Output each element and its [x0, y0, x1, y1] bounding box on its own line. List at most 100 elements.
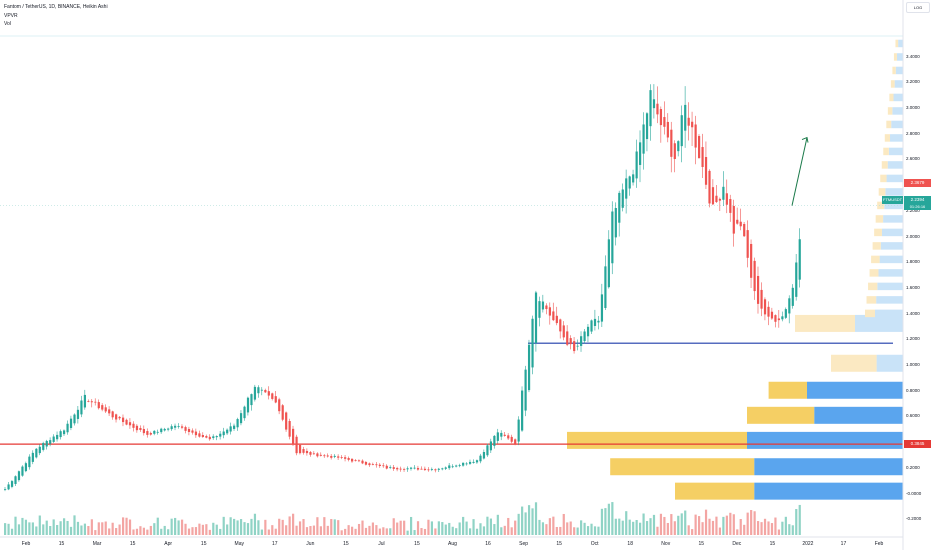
candle-body	[316, 453, 319, 457]
volume-bar	[298, 521, 302, 535]
candle-body	[524, 369, 527, 411]
volume-profile-row	[893, 53, 897, 61]
candle-body	[125, 419, 128, 425]
volume-bar	[239, 519, 243, 535]
candle-body	[128, 422, 132, 426]
candle-body	[614, 208, 617, 238]
indicator-vpvr-label[interactable]: VPVR	[4, 13, 18, 19]
volume-bar	[215, 524, 218, 535]
candle-body	[663, 117, 666, 127]
candle-body	[687, 117, 690, 126]
volume-bar	[777, 529, 781, 535]
volume-profile-down	[831, 354, 877, 372]
volume-bar	[4, 523, 7, 535]
volume-bar	[222, 516, 225, 535]
volume-bar	[593, 526, 597, 535]
volume-profile-row	[872, 242, 881, 250]
volume-bar	[357, 523, 361, 535]
candle-body	[364, 462, 368, 465]
candle-body	[59, 431, 62, 438]
volume-bar	[423, 528, 427, 535]
candle-body	[666, 121, 669, 138]
candle-body	[753, 260, 756, 292]
volume-bar	[607, 503, 610, 535]
last-price-tag: 2.2394	[904, 196, 931, 204]
volume-bar	[590, 523, 593, 535]
volume-bar	[597, 526, 600, 535]
time-tick-label: Dec	[732, 541, 742, 547]
volume-bar	[545, 524, 548, 535]
log-scale-button[interactable]: LOG	[906, 2, 930, 13]
candle-body	[746, 230, 749, 258]
candle-body	[330, 455, 333, 458]
candle-body	[347, 458, 350, 460]
volume-bar	[611, 502, 614, 535]
candle-body	[101, 405, 104, 410]
volume-bar	[680, 513, 683, 535]
volume-profile-row	[895, 39, 899, 48]
volume-profile-up	[807, 381, 903, 399]
candle-body	[66, 423, 69, 433]
volume-bar	[226, 524, 229, 535]
volume-profile-down	[675, 482, 755, 500]
candle-body	[628, 176, 631, 189]
time-tick-label: 17	[272, 541, 278, 547]
volume-bar	[351, 526, 354, 535]
indicator-vol-label[interactable]: Vol	[4, 21, 11, 27]
volume-bar	[586, 526, 590, 535]
volume-profile-row	[889, 93, 894, 102]
candle-body	[593, 318, 597, 326]
volume-bar	[600, 508, 604, 535]
candle-body	[4, 489, 7, 490]
candle-body	[167, 428, 170, 430]
volume-bar	[323, 517, 326, 535]
candle-body	[750, 243, 753, 278]
volume-profile-row	[874, 228, 882, 237]
candle-body	[639, 142, 642, 165]
candle-body	[163, 428, 166, 431]
candle-body	[781, 316, 784, 320]
volume-bar	[486, 516, 489, 535]
candle-body	[38, 446, 41, 454]
time-tick-label: 2022	[802, 541, 814, 547]
candle-body	[652, 99, 656, 109]
volume-bar	[80, 525, 83, 535]
volume-bar	[94, 530, 97, 535]
volume-bar	[302, 519, 305, 535]
time-tick-label: Nov	[661, 541, 671, 547]
volume-bar	[413, 530, 416, 535]
volume-bar	[698, 516, 701, 535]
high-price-tag: 2.3679	[904, 179, 931, 187]
candles	[4, 84, 801, 492]
volume-bar	[253, 513, 257, 535]
candle-body	[73, 414, 76, 424]
candle-body	[396, 468, 399, 470]
volume-bar	[292, 513, 295, 535]
candle-body	[729, 199, 732, 213]
volume-bar	[49, 526, 52, 535]
candle-body	[680, 115, 683, 147]
candle-body	[28, 456, 31, 468]
volume-profile-row	[875, 309, 903, 318]
candle-body	[285, 412, 288, 430]
candle-body	[253, 386, 257, 400]
volume-bar	[278, 518, 281, 535]
price-tick-label: 3.2000	[906, 79, 920, 85]
candle-body	[170, 426, 173, 430]
candle-body	[791, 287, 794, 306]
volume-profile-row	[877, 201, 885, 210]
volume-profile-row	[894, 80, 903, 88]
candle-body	[423, 468, 427, 471]
candle-body	[586, 326, 590, 337]
candle-body	[222, 431, 225, 436]
candle-body	[292, 428, 295, 445]
volume-profile-row	[871, 255, 880, 264]
volume-bar	[701, 522, 704, 535]
volume-bar	[562, 513, 565, 535]
volume-bar	[229, 517, 232, 535]
volume-bar	[458, 522, 461, 535]
volume-bar	[364, 527, 368, 535]
volume-bar	[333, 519, 336, 535]
candle-body	[434, 469, 437, 471]
